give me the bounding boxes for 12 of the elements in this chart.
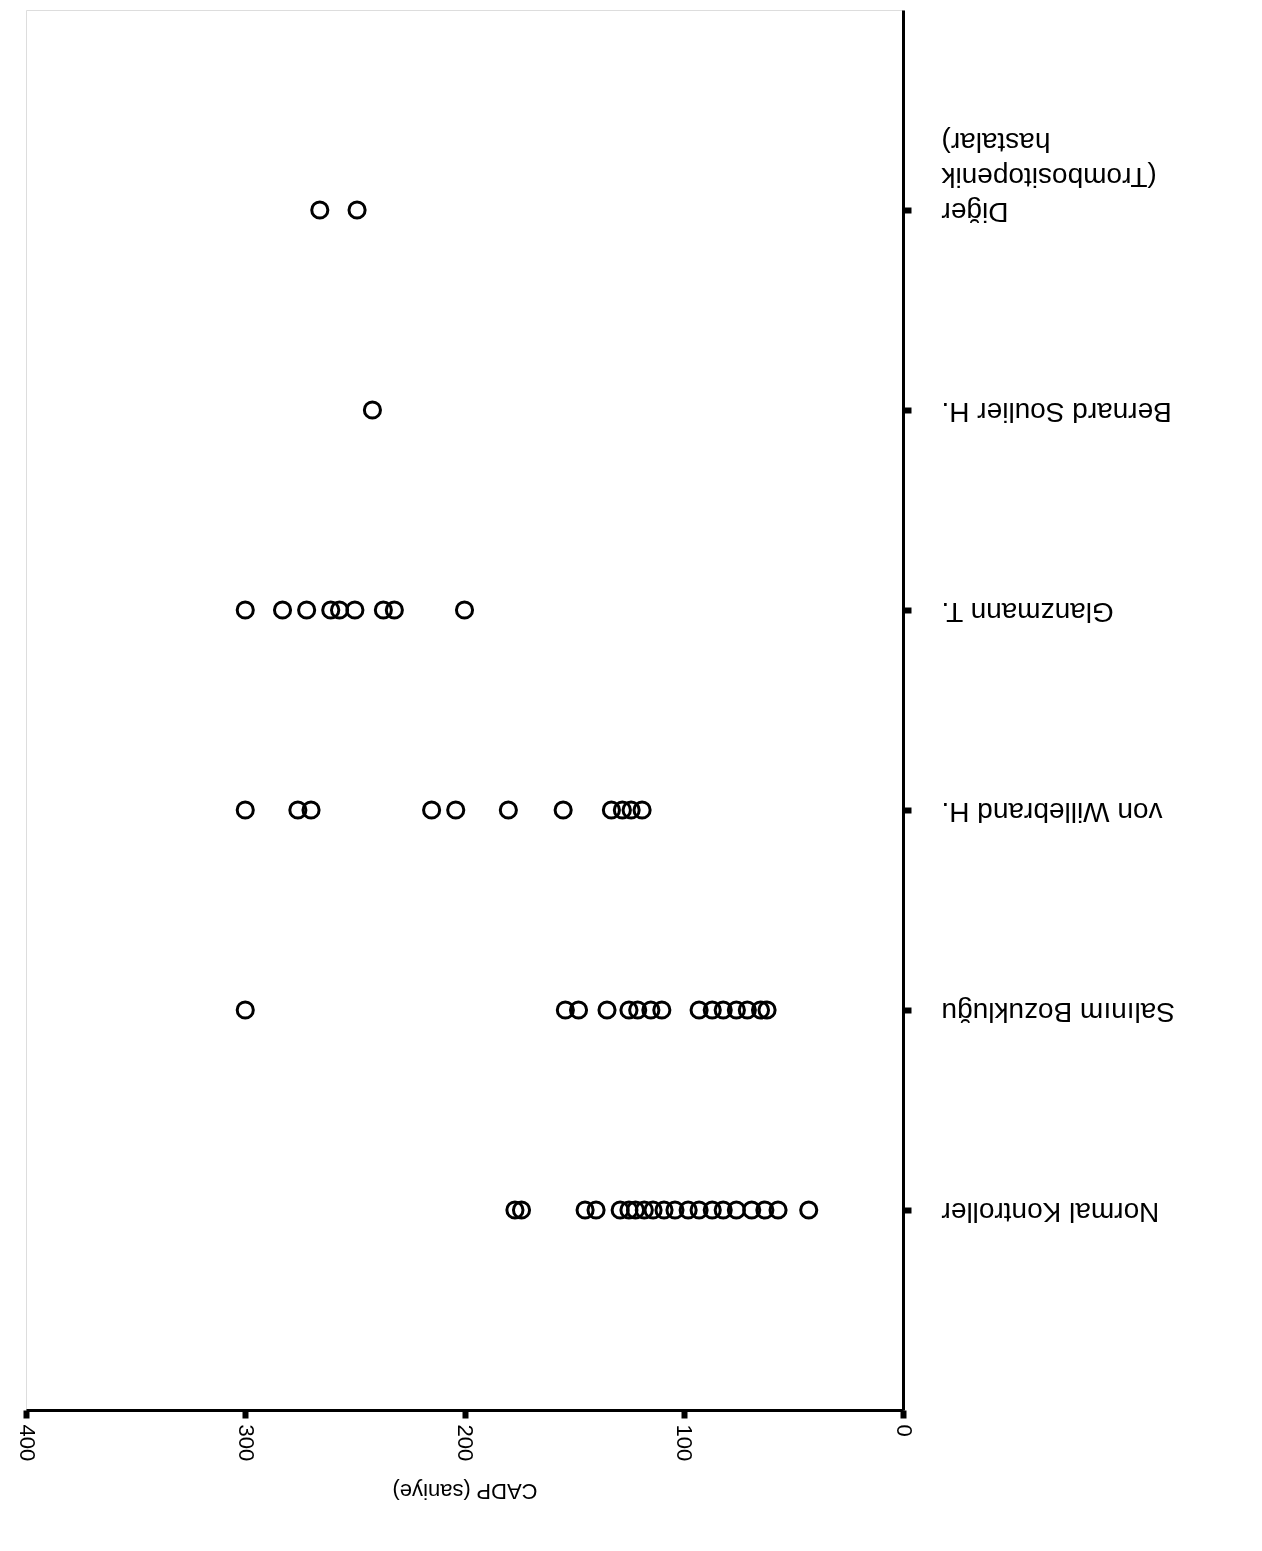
x-tick-label: 100 bbox=[672, 1424, 698, 1462]
x-tick-label: 400 bbox=[14, 1424, 40, 1462]
y-tick-label: Glanzmann T. bbox=[941, 596, 1114, 628]
y-tick-label: Salınım Bozukluğu bbox=[941, 996, 1175, 1028]
y-tick-label: von Willebrand H. bbox=[941, 796, 1163, 828]
x-tick-label: 200 bbox=[453, 1424, 478, 1462]
x-tick-label: 300 bbox=[233, 1424, 259, 1462]
y-tick-label: Diğer (Trombositopenik hastalar) bbox=[940, 126, 1157, 228]
x-tick-label: 0 bbox=[891, 1424, 917, 1437]
y-tick-label: Normal Kontroller bbox=[941, 1196, 1160, 1228]
x-axis-title: CADP (saniye) bbox=[392, 1479, 538, 1505]
y-tick-label: Bernard Soulier H. bbox=[941, 396, 1172, 428]
